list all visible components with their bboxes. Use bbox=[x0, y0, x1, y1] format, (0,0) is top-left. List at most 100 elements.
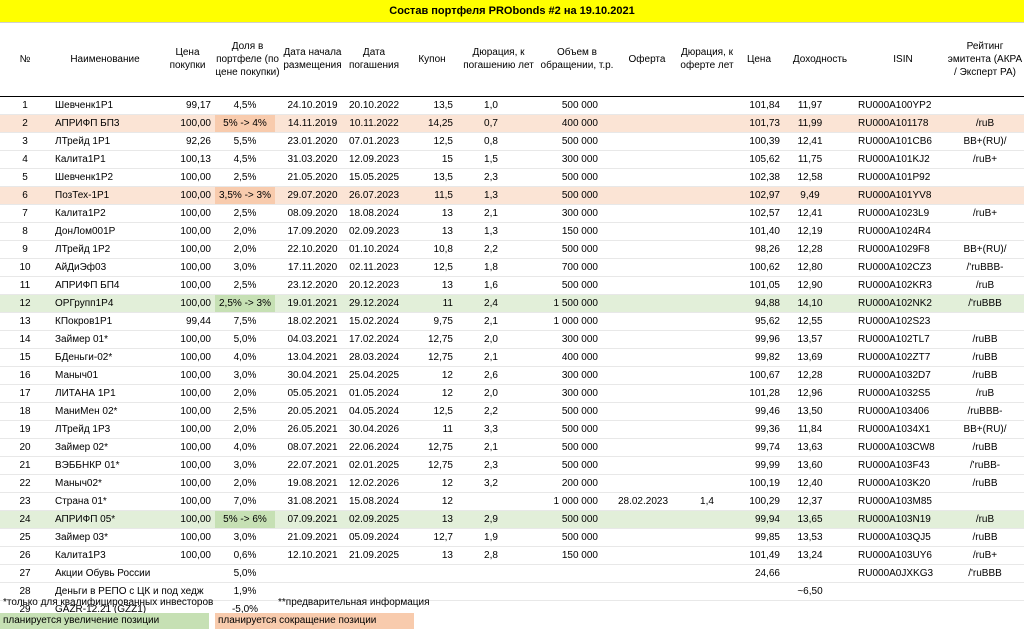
cell-coupon: 13 bbox=[441, 226, 453, 237]
cell-rating: /ruBB bbox=[972, 352, 998, 363]
cell-yield: ~6,50 bbox=[797, 586, 823, 597]
cell-num: 23 bbox=[19, 496, 31, 507]
cell-buy-price: 92,26 bbox=[185, 136, 211, 147]
cell-name: Маныч02* bbox=[55, 478, 102, 489]
cell-rating: /ruB+ bbox=[972, 154, 998, 165]
cell-coupon: 13 bbox=[441, 208, 453, 219]
cell-maturity: 01.05.2024 bbox=[348, 388, 400, 399]
cell-duration-offer bbox=[676, 457, 738, 474]
cell-isin: RU000A103M85 bbox=[858, 496, 932, 507]
cell-name: Страна 01* bbox=[55, 496, 107, 507]
cell-price: 102,57 bbox=[749, 208, 780, 219]
cell-share: 3,0% bbox=[233, 262, 257, 273]
cell-name: АПРИФП БП4 bbox=[55, 280, 120, 291]
cell-duration: 2,9 bbox=[484, 514, 498, 525]
cell-isin: RU000A103F43 bbox=[858, 460, 930, 471]
cell-maturity: 07.01.2023 bbox=[348, 136, 400, 147]
table-row: 27 Акции Обувь России 5,0% 24,66 RU000A0JXKG… bbox=[0, 564, 1024, 582]
cell-rating bbox=[946, 601, 1024, 618]
cell-offer bbox=[610, 241, 676, 258]
cell-buy-price: 100,00 bbox=[180, 460, 211, 471]
cell-price: 100,39 bbox=[749, 136, 780, 147]
cell-num: 16 bbox=[19, 370, 31, 381]
cell-rating: /'ruBBB bbox=[968, 568, 1002, 579]
cell-buy-price: 100,00 bbox=[180, 514, 211, 525]
cell-name: ДонЛом001Р bbox=[55, 226, 116, 237]
cell-buy-price: 100,13 bbox=[180, 154, 211, 165]
cell-offer bbox=[610, 97, 676, 114]
cell-duration-offer bbox=[676, 475, 738, 492]
cell-duration bbox=[461, 583, 521, 600]
table-row: 14 Займер 01* 100,00 5,0% 04.03.2021 17.02.20… bbox=[0, 330, 1024, 348]
cell-offer bbox=[610, 313, 676, 330]
cell-start-date: 13.04.2021 bbox=[287, 352, 338, 363]
cell-price: 101,05 bbox=[749, 280, 780, 291]
cell-price: 101,40 bbox=[749, 226, 780, 237]
header-coupon: Купон bbox=[418, 53, 446, 65]
cell-share: 0,6% bbox=[233, 550, 257, 561]
cell-duration-offer bbox=[676, 151, 738, 168]
table-row: 10 АйДиЭф03 100,00 3,0% 17.11.2020 02.11.2023… bbox=[0, 258, 1024, 276]
cell-name: Калита1Р2 bbox=[55, 208, 106, 219]
cell-price: 95,62 bbox=[754, 316, 780, 327]
cell-volume: 300 000 bbox=[561, 388, 598, 399]
table-row: 25 Займер 03* 100,00 3,0% 21.09.2021 05.09.20… bbox=[0, 528, 1024, 546]
cell-yield: 12,96 bbox=[797, 388, 823, 399]
cell-price: 99,36 bbox=[754, 424, 780, 435]
cell-price: 99,94 bbox=[754, 514, 780, 525]
cell-start-date: 22.07.2021 bbox=[287, 460, 338, 471]
cell-start-date: 18.02.2021 bbox=[287, 316, 338, 327]
cell-duration: 2,8 bbox=[484, 550, 498, 561]
cell-coupon: 12,75 bbox=[427, 460, 453, 471]
cell-buy-price: 100,00 bbox=[180, 334, 211, 345]
table-row: 23 Страна 01* 100,00 7,0% 31.08.2021 15.08.20… bbox=[0, 492, 1024, 510]
cell-offer bbox=[610, 439, 676, 456]
cell-offer bbox=[610, 385, 676, 402]
cell-volume: 500 000 bbox=[561, 514, 598, 525]
cell-name: Шевченк1Р2 bbox=[55, 172, 114, 183]
cell-duration-offer bbox=[676, 349, 738, 366]
cell-volume: 500 000 bbox=[561, 190, 598, 201]
header-isin: ISIN bbox=[893, 53, 913, 65]
cell-coupon: 13,5 bbox=[433, 100, 453, 111]
cell-name: Займер 03* bbox=[55, 532, 108, 543]
cell-duration: 0,8 bbox=[484, 136, 498, 147]
cell-price bbox=[738, 601, 780, 618]
cell-share: 3,5% -> 3% bbox=[215, 187, 275, 204]
cell-num: 18 bbox=[19, 406, 31, 417]
cell-isin: RU000A103UY6 bbox=[858, 550, 932, 561]
cell-coupon: 12 bbox=[441, 388, 453, 399]
cell-name: Маныч01 bbox=[55, 370, 99, 381]
cell-yield: 12,37 bbox=[797, 496, 823, 507]
cell-yield: 13,50 bbox=[797, 406, 823, 417]
cell-price: 101,28 bbox=[749, 388, 780, 399]
cell-name: ВЭББНКР 01* bbox=[55, 460, 120, 471]
cell-rating: /ruB+ bbox=[972, 550, 998, 561]
table-body: 1 Шевченк1Р1 99,17 4,5% 24.10.2019 20.10.2022… bbox=[0, 97, 1024, 618]
cell-share: 4,5% bbox=[233, 100, 257, 111]
cell-duration: 0,7 bbox=[484, 118, 498, 129]
cell-duration: 2,1 bbox=[484, 208, 498, 219]
table-row: 9 ЛТрейд 1Р2 100,00 2,0% 22.10.2020 01.10.202… bbox=[0, 240, 1024, 258]
cell-price: 101,49 bbox=[749, 550, 780, 561]
cell-yield: 13,60 bbox=[797, 460, 823, 471]
cell-volume: 300 000 bbox=[561, 370, 598, 381]
cell-name: Калита1Р1 bbox=[55, 154, 106, 165]
cell-num: 7 bbox=[22, 208, 28, 219]
cell-buy-price: 100,00 bbox=[180, 118, 211, 129]
cell-rating bbox=[946, 313, 1024, 330]
cell-rating: /ruBBB- bbox=[967, 406, 1003, 417]
cell-share: 7,0% bbox=[233, 496, 257, 507]
cell-rating bbox=[946, 493, 1024, 510]
cell-num: 22 bbox=[19, 478, 31, 489]
cell-maturity: 29.12.2024 bbox=[348, 298, 400, 309]
cell-isin: RU000A103K20 bbox=[858, 478, 931, 489]
cell-num: 26 bbox=[19, 550, 31, 561]
cell-maturity: 12.02.2026 bbox=[348, 478, 400, 489]
cell-share: 2,5% -> 3% bbox=[215, 295, 275, 312]
cell-share: 4,0% bbox=[233, 442, 257, 453]
cell-yield: 11,84 bbox=[797, 424, 823, 435]
cell-duration: 2,2 bbox=[484, 406, 498, 417]
cell-duration: 2,1 bbox=[484, 316, 498, 327]
cell-duration: 1,6 bbox=[484, 280, 498, 291]
